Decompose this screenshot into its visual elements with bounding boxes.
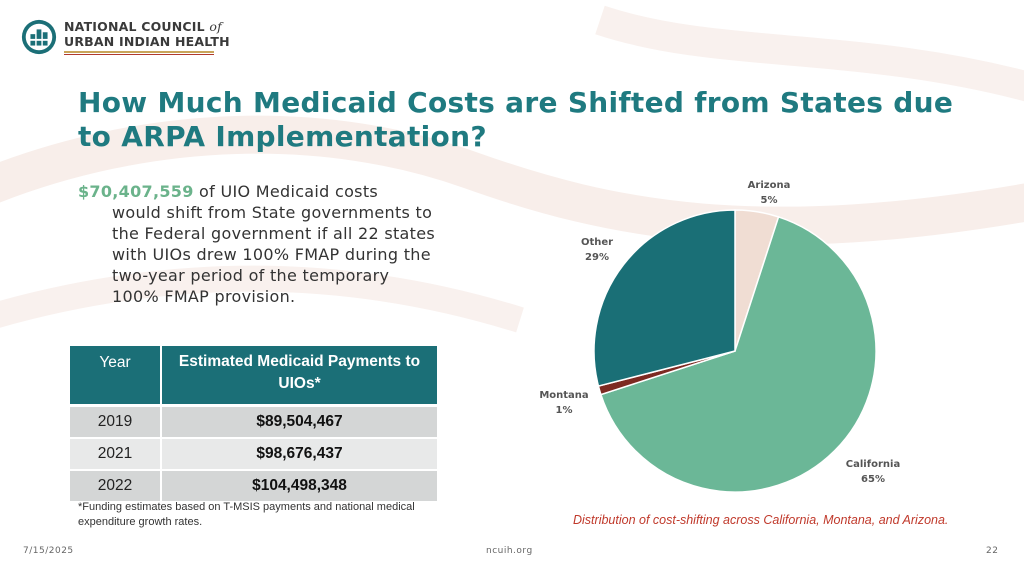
pie-chart-svg: Arizona 5% California 65% Montana 1% Other 29% — [539, 180, 900, 493]
slice-label-other: Other — [581, 237, 613, 248]
medicaid-payments-table: Year Estimated Medicaid Payments to UIOs… — [70, 346, 437, 501]
slice-label-montana: Montana — [539, 390, 588, 401]
ncuih-seal-icon — [21, 19, 57, 55]
table-row: 2022 $104,498,348 — [70, 469, 437, 501]
logo-of: of — [209, 19, 222, 34]
year-cell: 2021 — [70, 437, 161, 470]
logo-line-1: NATIONAL COUNCIL — [64, 19, 205, 34]
payment-cell: $104,498,348 — [160, 469, 437, 501]
column-header-payments: Estimated Medicaid Payments to UIOs* — [160, 346, 437, 407]
page-number: 22 — [986, 546, 999, 556]
organization-logo: NATIONAL COUNCIL of URBAN INDIAN HEALTH — [20, 18, 230, 56]
logo-line-2: URBAN INDIAN HEALTH — [64, 34, 230, 49]
table-row: 2021 $98,676,437 — [70, 437, 437, 470]
year-cell: 2019 — [70, 404, 161, 438]
column-header-year: Year — [70, 346, 161, 407]
pie-slice-other — [593, 209, 736, 387]
logo-rule-red — [64, 54, 214, 55]
slice-label-california: California — [846, 459, 900, 470]
year-cell: 2022 — [70, 469, 161, 501]
cost-shift-pie-chart: Arizona 5% California 65% Montana 1% Other 29% — [530, 175, 1000, 505]
slice-percent-other: 29% — [585, 252, 609, 263]
logo-rule — [64, 51, 214, 53]
slice-percent-montana: 1% — [556, 405, 573, 416]
footer-date: 7/15/2025 — [23, 546, 74, 556]
highlight-amount: $70,407,559 — [78, 182, 194, 201]
intro-first-line: of UIO Medicaid costs — [193, 182, 379, 201]
intro-continuation: would shift from State governments to th… — [112, 203, 436, 306]
slide-title: How Much Medicaid Costs are Shifted from… — [78, 86, 954, 153]
payment-cell: $98,676,437 — [160, 437, 437, 470]
slice-percent-california: 65% — [861, 474, 885, 485]
footer-site: ncuih.org — [486, 546, 533, 556]
slice-percent-arizona: 5% — [761, 195, 778, 206]
payment-cell: $89,504,467 — [160, 404, 437, 438]
pie-slice-california — [599, 215, 877, 493]
chart-caption: Distribution of cost-shifting across Cal… — [573, 513, 949, 527]
slice-label-arizona: Arizona — [748, 180, 791, 191]
table-row: 2019 $89,504,467 — [70, 404, 437, 438]
table-footnote: *Funding estimates based on T-MSIS payme… — [78, 501, 415, 528]
intro-paragraph: $70,407,559 of UIO Medicaid costs would … — [78, 181, 438, 307]
